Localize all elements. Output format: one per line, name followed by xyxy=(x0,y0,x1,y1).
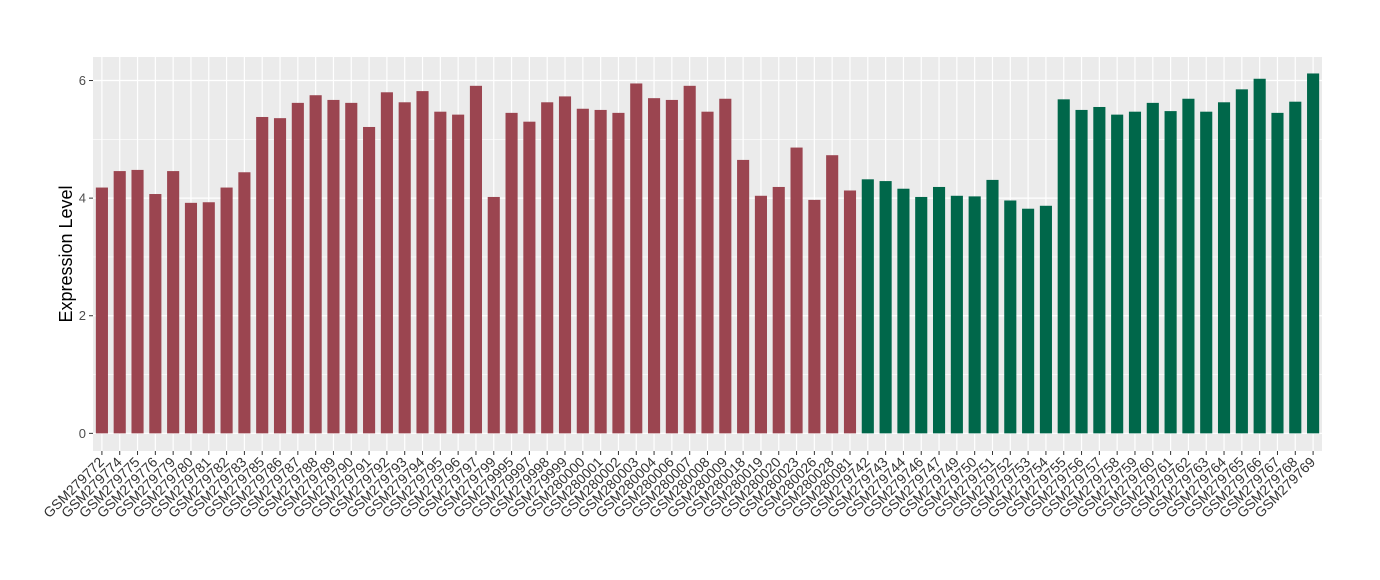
bar-GSM279746 xyxy=(915,196,928,434)
bar-GSM279788 xyxy=(309,95,322,434)
bar-GSM279752 xyxy=(1004,200,1017,434)
bar-GSM279751 xyxy=(986,179,999,434)
bar-GSM279750 xyxy=(968,196,981,434)
y-axis-title: Expression Level xyxy=(56,185,76,322)
bar-GSM279744 xyxy=(897,188,910,434)
x-axis: GSM279772GSM279774GSM279775GSM279776GSM2… xyxy=(40,451,1318,521)
bar-GSM279775 xyxy=(131,169,144,434)
bar-GSM279796 xyxy=(452,114,465,434)
bar-GSM280020 xyxy=(772,186,785,434)
bar-GSM279774 xyxy=(113,171,126,434)
bar-GSM279767 xyxy=(1271,112,1284,434)
bar-GSM279790 xyxy=(345,102,358,434)
bars xyxy=(95,73,1320,434)
bar-GSM280004 xyxy=(648,98,661,434)
bar-GSM279998 xyxy=(541,102,554,434)
bar-GSM279999 xyxy=(558,96,572,434)
bar-GSM279791 xyxy=(363,126,376,434)
bar-GSM279776 xyxy=(149,194,162,434)
bar-GSM279781 xyxy=(202,202,215,434)
bar-GSM279769 xyxy=(1307,73,1320,434)
y-tick-label: 2 xyxy=(79,308,86,323)
bar-GSM280007 xyxy=(683,85,696,434)
bar-GSM279782 xyxy=(220,187,233,434)
bar-GSM279754 xyxy=(1039,205,1052,434)
bar-GSM279786 xyxy=(273,118,287,434)
y-axis: 0 2 4 6 xyxy=(79,73,93,441)
bar-GSM280002 xyxy=(612,112,625,434)
y-tick-label: 4 xyxy=(79,191,86,206)
bar-GSM279759 xyxy=(1128,111,1142,434)
bar-GSM279765 xyxy=(1235,89,1248,434)
bar-GSM279755 xyxy=(1057,99,1070,434)
bar-GSM279742 xyxy=(861,179,874,434)
bar-GSM279995 xyxy=(505,112,518,434)
y-tick-label: 0 xyxy=(79,426,86,441)
bar-GSM279785 xyxy=(256,116,269,434)
bar-GSM279787 xyxy=(291,102,304,434)
bar-GSM280001 xyxy=(594,109,607,434)
bar-GSM279794 xyxy=(416,91,429,434)
bar-GSM280008 xyxy=(701,111,714,434)
bar-GSM279768 xyxy=(1289,101,1302,434)
bar-GSM279997 xyxy=(523,121,536,434)
bar-GSM279749 xyxy=(950,195,963,434)
bar-GSM280081 xyxy=(843,190,857,434)
bar-GSM279789 xyxy=(327,99,340,434)
bar-GSM279795 xyxy=(434,111,447,434)
bar-GSM280019 xyxy=(754,195,767,434)
bar-GSM279792 xyxy=(380,92,393,434)
bar-GSM279783 xyxy=(238,172,251,434)
bar-GSM279764 xyxy=(1217,102,1231,434)
bar-GSM279758 xyxy=(1111,114,1124,434)
bar-GSM280009 xyxy=(719,98,732,434)
bar-GSM279757 xyxy=(1093,106,1106,434)
bar-GSM280026 xyxy=(808,199,821,434)
y-tick-label: 6 xyxy=(79,73,86,88)
bar-GSM279799 xyxy=(487,196,500,434)
bar-GSM279780 xyxy=(184,202,198,434)
bar-GSM279779 xyxy=(167,171,180,434)
bar-GSM279756 xyxy=(1075,109,1088,434)
bar-GSM280006 xyxy=(665,99,678,434)
bar-GSM279743 xyxy=(879,181,892,434)
bar-GSM279793 xyxy=(398,102,411,434)
bar-GSM279763 xyxy=(1200,111,1213,434)
bar-GSM279772 xyxy=(95,187,108,434)
bar-GSM280000 xyxy=(576,108,589,434)
bar-GSM279762 xyxy=(1182,98,1195,434)
bar-GSM279747 xyxy=(932,186,946,434)
bar-GSM279760 xyxy=(1146,102,1159,434)
bar-GSM279753 xyxy=(1022,208,1035,434)
bar-GSM279797 xyxy=(469,85,483,434)
bar-GSM280023 xyxy=(790,147,803,434)
bar-GSM280028 xyxy=(826,155,839,434)
bar-GSM279766 xyxy=(1253,78,1266,434)
bar-GSM280003 xyxy=(630,83,643,434)
bar-GSM279761 xyxy=(1164,111,1177,434)
bar-GSM280018 xyxy=(737,159,750,434)
